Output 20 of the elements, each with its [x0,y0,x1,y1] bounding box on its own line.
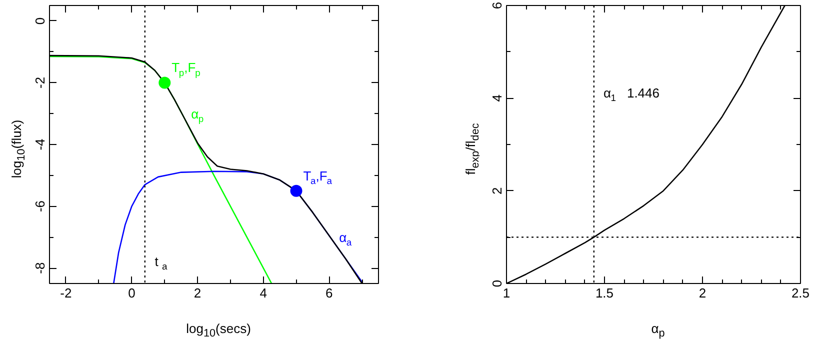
y-tick-label: 4 [490,94,504,102]
x-tick-label: 0 [128,286,136,300]
y-tick-label: 6 [490,2,504,10]
x-tick-label: 2 [194,286,202,300]
y-tick-label: 0 [490,280,504,288]
y-tick-label: 2 [490,187,504,194]
x-tick-label: 1.5 [595,286,614,300]
y-tick-label: -2 [32,76,48,88]
x-tick-label: 4 [260,286,267,300]
x-tick-label: 2 [698,286,706,300]
x-tick-label: 2.5 [791,286,810,300]
y-tick-label: -4 [32,138,48,150]
x-tick-label: -2 [60,286,72,300]
x-axis-title: log$_{10}$(secs) [186,320,251,342]
y-tick-label: -8 [32,262,48,274]
y-tick-label: 0 [32,17,48,25]
x-tick-label: 1 [502,286,510,300]
x-axis-title: α$_{p}$ [651,320,665,342]
y-tick-label: -6 [32,200,48,212]
x-tick-label: 6 [326,286,333,300]
